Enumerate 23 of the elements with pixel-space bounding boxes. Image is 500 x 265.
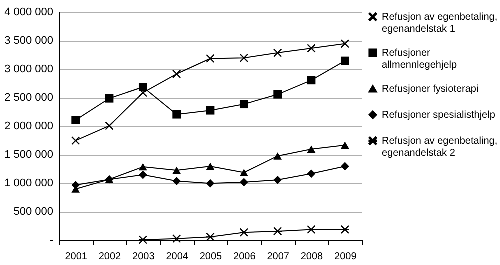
y-tick-label: 3 500 000 xyxy=(4,35,54,47)
y-tick-label: - xyxy=(50,234,54,246)
y-tick-label: 1 000 000 xyxy=(4,178,54,190)
legend-label: Refusjon av egenbetaling, egenandelstak 2 xyxy=(382,136,498,159)
x-tick-label: 2009 xyxy=(334,252,358,262)
x-tick-label: 2005 xyxy=(200,252,223,262)
legend-label: Refusjoner allmennlegehjelp xyxy=(382,48,458,71)
y-tick-label: 1 500 000 xyxy=(4,149,54,161)
x-tick-label: 2006 xyxy=(234,252,256,262)
legend-label: Refusjoner fysioterapi xyxy=(382,84,479,95)
x-tick-label: 2001 xyxy=(65,252,88,262)
y-tick-label: 500 000 xyxy=(14,206,54,218)
x-tick-label: 2004 xyxy=(166,252,189,262)
legend-label: Refusjon av egenbetaling, egenandelstak 1 xyxy=(382,12,498,35)
legend-label: Refusjoner spesialisthjelp xyxy=(382,110,496,121)
y-tick-label: 4 000 000 xyxy=(4,6,54,18)
x-tick-label: 2002 xyxy=(98,252,122,262)
x-tick-label: 2008 xyxy=(300,252,324,262)
y-tick-label: 2 500 000 xyxy=(4,92,54,104)
x-tick-label: 2003 xyxy=(132,252,156,262)
y-tick-label: 2 000 000 xyxy=(4,120,54,132)
x-tick-label: 2007 xyxy=(267,252,290,262)
y-tick-label: 3 000 000 xyxy=(4,64,54,76)
